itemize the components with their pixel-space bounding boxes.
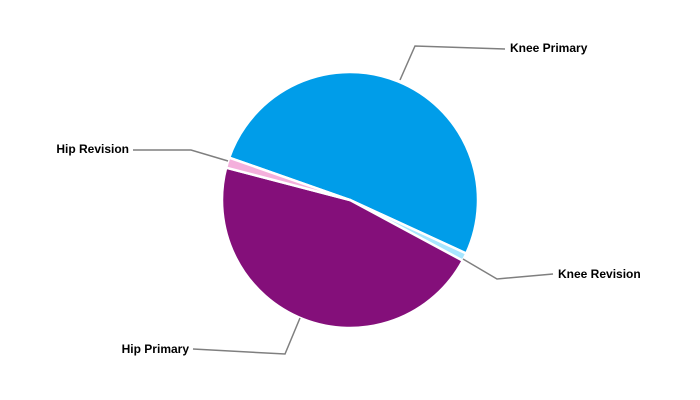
label-knee-primary: Knee Primary (510, 41, 588, 55)
label-hip-revision: Hip Revision (56, 142, 129, 156)
label-knee-revision: Knee Revision (558, 267, 641, 281)
pie-slice-knee-primary (227, 70, 480, 255)
label-hip-primary: Hip Primary (122, 342, 190, 356)
leader-line-hip-revision (133, 149, 229, 162)
pie-slice-hip-revision (224, 156, 352, 202)
leader-line-hip-primary (192, 317, 301, 355)
leader-line-knee-primary (399, 45, 506, 81)
leader-line-knee-revision (462, 258, 554, 280)
pie-slice-hip-primary (220, 166, 464, 330)
pie-slices (220, 70, 480, 330)
